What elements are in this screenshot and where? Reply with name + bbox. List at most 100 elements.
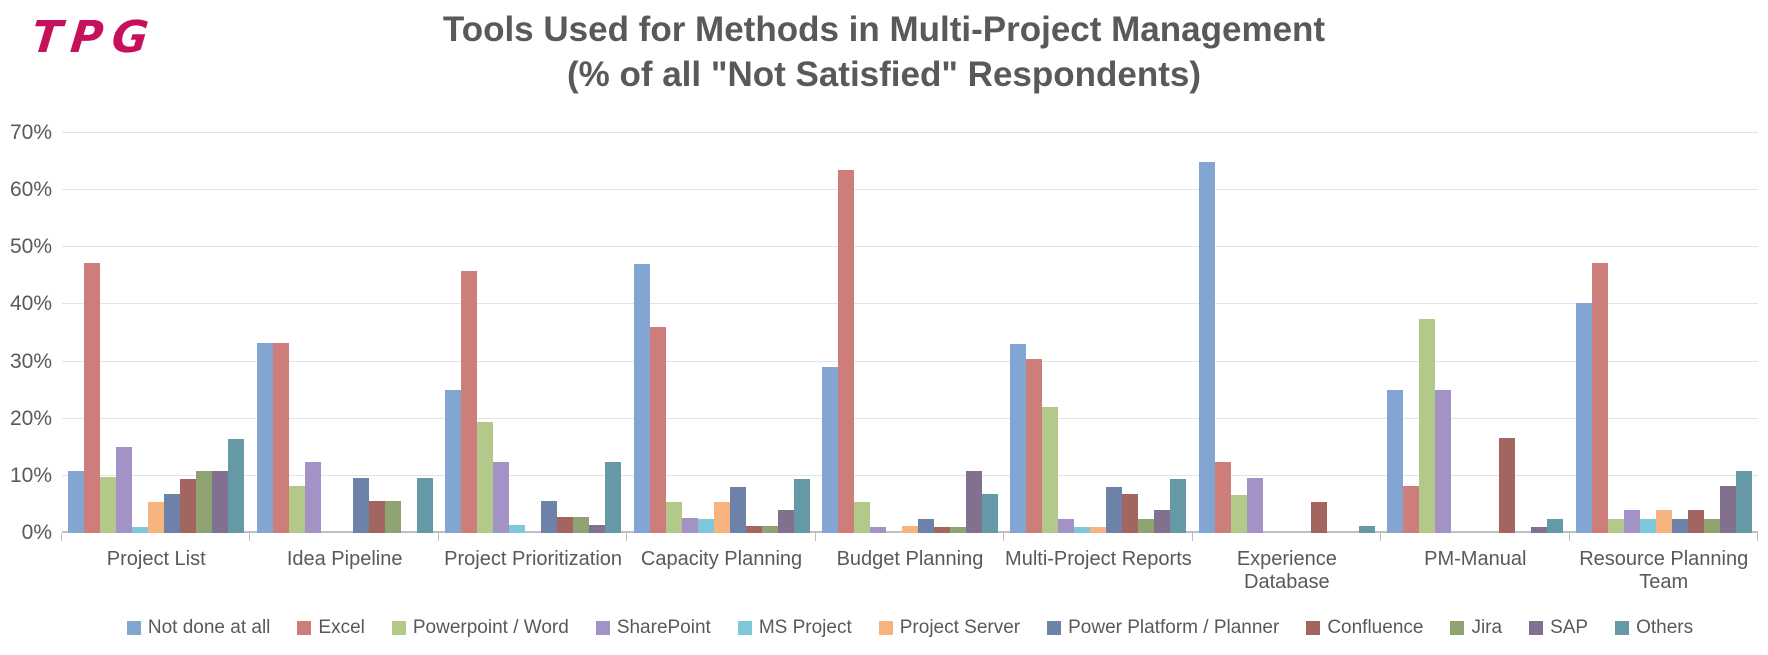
legend-swatch-ms-project <box>737 621 752 635</box>
gridline-70 <box>62 132 1758 133</box>
axis-tick <box>437 533 439 541</box>
bar-powerpoint-word <box>1419 319 1436 533</box>
bar-power-platform-planner <box>729 486 746 533</box>
y-tick-label: 60% <box>9 178 52 202</box>
bar-sharepoint <box>1435 390 1452 533</box>
axis-tick <box>1003 533 1005 541</box>
axis-tick <box>1191 533 1193 541</box>
bar-confluence <box>1310 501 1327 533</box>
plot-area <box>61 132 1758 541</box>
legend-item-others: Others <box>1615 617 1693 639</box>
legend-label-not-done-at-all: Not done at all <box>147 617 271 638</box>
bar-powerpoint-word <box>288 485 305 533</box>
bar-project-server <box>713 501 730 533</box>
bar-ms-project <box>1639 518 1656 533</box>
category-label-experience-database: Experience Database <box>1236 548 1337 593</box>
bar-others <box>416 477 433 533</box>
bar-confluence <box>1122 494 1139 533</box>
legend: Not done at all Excel Powerpoint / Word Sha… <box>62 617 1758 639</box>
legend-item-excel: Excel <box>297 617 365 639</box>
bar-group-capacity-planning <box>627 133 815 533</box>
bar-excel <box>1026 358 1043 533</box>
legend-label-power-platform-planner: Power Platform / Planner <box>1068 617 1280 638</box>
gridline-50 <box>62 246 1758 248</box>
legend-item-confluence: Confluence <box>1306 617 1423 639</box>
legend-swatch-excel <box>297 621 312 635</box>
bar-excel <box>837 169 854 533</box>
bar-powerpoint-word <box>665 501 682 533</box>
legend-swatch-sap <box>1529 621 1544 635</box>
legend-swatch-not-done-at-all <box>126 621 141 635</box>
bar-group-experience-database <box>1193 133 1381 533</box>
bar-sharepoint <box>493 461 510 533</box>
bar-jira <box>196 470 213 533</box>
bar-jira <box>573 517 590 533</box>
bar-sharepoint <box>681 518 698 533</box>
legend-swatch-powerpoint-word <box>391 621 406 635</box>
bar-others <box>228 439 245 533</box>
category-label-project-prioritization: Project Prioritization <box>444 548 623 570</box>
legend-swatch-power-platform-planner <box>1047 621 1062 635</box>
legend-swatch-confluence <box>1306 621 1321 635</box>
bar-group-multi-project-reports <box>1004 133 1192 533</box>
bar-project-server <box>148 501 165 533</box>
bar-confluence <box>180 478 197 533</box>
category-label-pm-manual: PM-Manual <box>1424 548 1527 570</box>
bar-excel <box>461 271 478 533</box>
bar-confluence <box>933 526 950 533</box>
gridline-20 <box>62 417 1758 419</box>
category-label-project-list: Project List <box>106 548 206 570</box>
bar-confluence <box>1687 509 1704 533</box>
x-axis-labels: Project List Idea Pipeline Project Priorit… <box>62 548 1758 594</box>
gridline-60 <box>62 189 1758 191</box>
bar-powerpoint-word <box>853 501 870 533</box>
legend-label-ms-project: MS Project <box>758 617 852 638</box>
bar-not-done-at-all <box>256 342 273 533</box>
bar-project-server <box>1655 509 1672 533</box>
bar-group-pm-manual <box>1381 133 1569 533</box>
bar-ms-project <box>1074 526 1091 533</box>
bar-ms-project <box>697 518 714 533</box>
bar-sharepoint <box>1246 477 1263 533</box>
bar-powerpoint-word <box>477 422 494 533</box>
bar-sharepoint <box>1623 509 1640 533</box>
category-label-budget-planning: Budget Planning <box>836 548 984 570</box>
bar-jira <box>1138 518 1155 533</box>
legend-item-not-done-at-all: Not done at all <box>126 617 271 639</box>
bar-powerpoint-word <box>1230 494 1247 533</box>
legend-item-powerpoint-word: Powerpoint / Word <box>391 617 569 639</box>
bar-powerpoint-word <box>1607 518 1624 533</box>
bar-power-platform-planner <box>352 477 369 533</box>
legend-item-power-platform-planner: Power Platform / Planner <box>1047 617 1279 639</box>
axis-tick <box>1757 533 1758 541</box>
bar-sap <box>1154 509 1171 533</box>
bar-project-server <box>901 526 918 533</box>
bar-not-done-at-all <box>68 470 85 533</box>
legend-label-sap: SAP <box>1550 617 1589 638</box>
bar-powerpoint-word <box>1042 407 1059 533</box>
bar-sap <box>589 525 606 533</box>
tpg-logo-graphic: TPG <box>29 12 160 63</box>
gridline-30 <box>62 360 1758 362</box>
legend-label-sharepoint: SharePoint <box>616 617 711 638</box>
category-label-multi-project-reports: Multi-Project Reports <box>1005 548 1192 570</box>
bar-jira <box>761 526 778 533</box>
y-tick-label: 70% <box>9 121 52 144</box>
bar-sharepoint <box>1058 518 1075 533</box>
gridline-10 <box>62 474 1758 476</box>
bar-sharepoint <box>304 461 321 533</box>
legend-item-project-server: Project Server <box>878 617 1020 639</box>
y-tick-label: 40% <box>9 292 52 316</box>
tpg-logo-text: TPG <box>32 16 160 60</box>
tpg-logo: TPG <box>29 12 182 65</box>
bar-not-done-at-all <box>1010 343 1027 533</box>
bar-confluence <box>745 526 762 533</box>
bar-group-project-prioritization <box>439 133 627 533</box>
bar-not-done-at-all <box>633 263 650 533</box>
bar-power-platform-planner <box>541 501 558 533</box>
bar-jira <box>949 526 966 533</box>
chart-title: Tools Used for Methods in Multi-Project … <box>0 8 1768 98</box>
axis-tick <box>814 533 816 541</box>
bar-ms-project <box>509 525 526 533</box>
bar-sharepoint <box>869 526 886 533</box>
